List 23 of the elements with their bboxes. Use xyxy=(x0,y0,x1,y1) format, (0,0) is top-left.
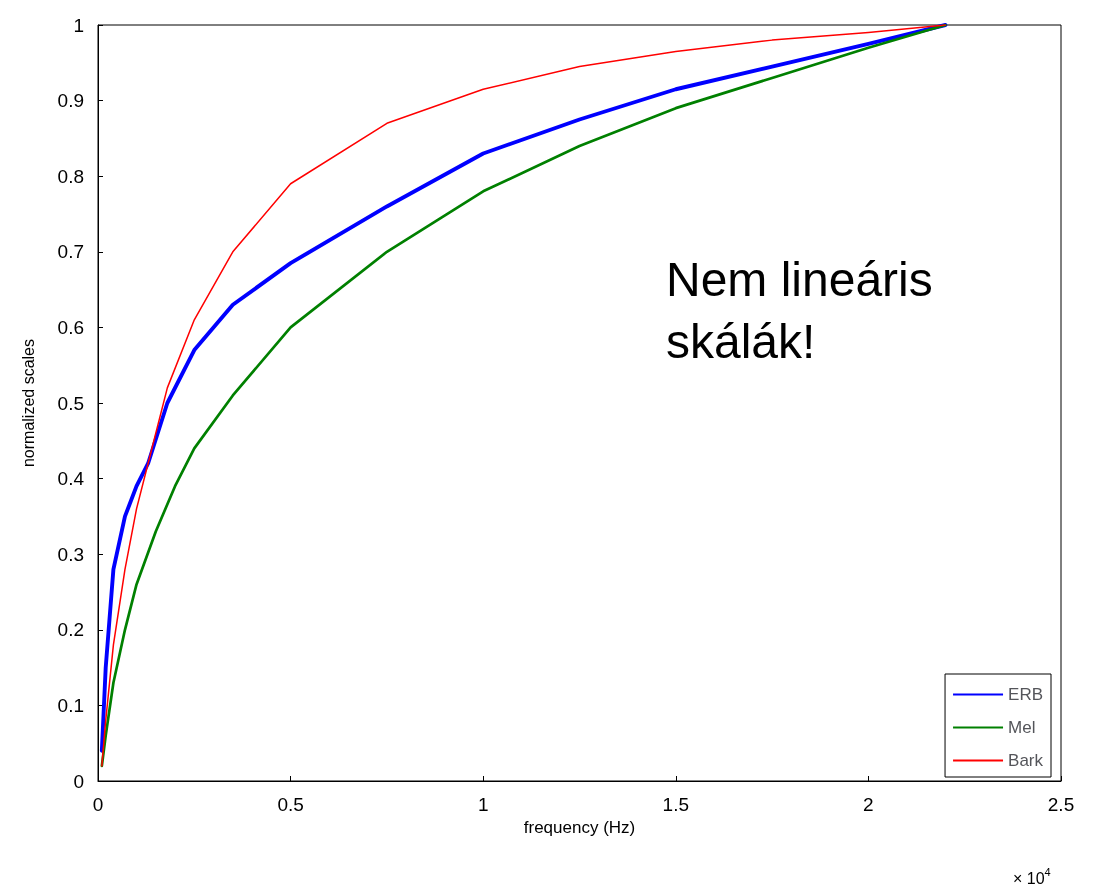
y-tick-label: 0.7 xyxy=(57,241,84,263)
y-tick-label: 0.6 xyxy=(57,316,84,338)
y-tick-label: 0.5 xyxy=(57,392,84,414)
x-tick-label: 1.5 xyxy=(662,794,690,815)
x-tick-label: 2.5 xyxy=(1047,794,1075,815)
x-tick-label: 0.5 xyxy=(277,794,304,815)
y-tick-label: 0.9 xyxy=(57,90,84,112)
x-tick-label: 1 xyxy=(477,794,489,815)
y-tick-label: 0.1 xyxy=(57,694,84,716)
y-tick-label: 0.2 xyxy=(57,619,84,641)
x-tick-label: 2 xyxy=(863,794,874,815)
y-axis-title: normalized scales xyxy=(19,338,37,468)
legend-label: ERB xyxy=(1008,685,1044,704)
y-tick-label: 1 xyxy=(73,14,84,36)
y-tick-label: 0.3 xyxy=(57,543,84,565)
x-axis-title: frequency (Hz) xyxy=(523,818,636,837)
y-tick-label: 0.4 xyxy=(57,468,85,490)
y-tick-label: 0 xyxy=(73,770,84,792)
legend-label: Bark xyxy=(1008,751,1044,770)
y-tick-label: 0.8 xyxy=(57,165,84,187)
annotation: Nem lineáris skálák! xyxy=(666,252,933,368)
x-tick-label: 0 xyxy=(92,794,104,815)
legend-label: Mel xyxy=(1008,718,1036,737)
